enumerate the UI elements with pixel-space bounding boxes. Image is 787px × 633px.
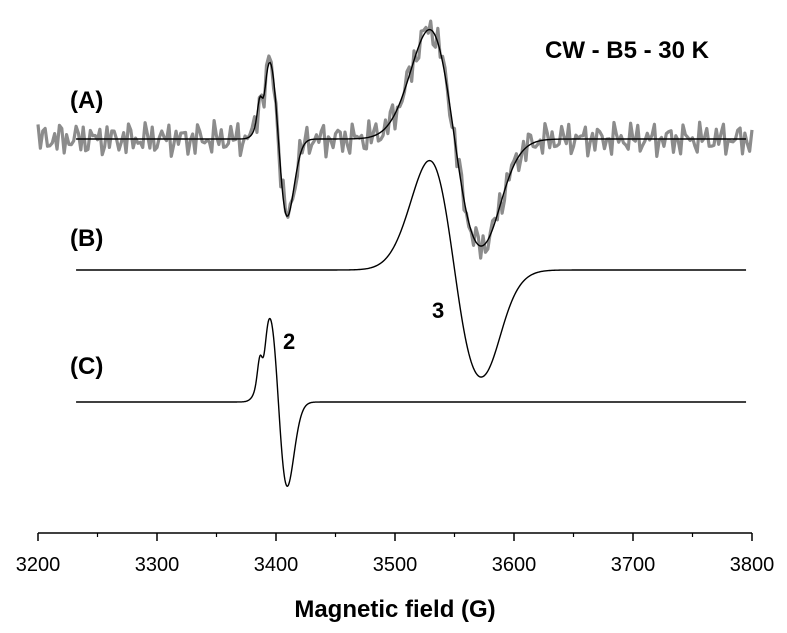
trace-c-simulation	[75, 317, 747, 487]
x-tick-label: 3600	[492, 554, 537, 576]
trace-label-c: (C)	[70, 353, 103, 380]
peak-label-3: 3	[432, 298, 444, 323]
x-tick-label: 3500	[373, 554, 418, 576]
x-tick-label: 3400	[254, 554, 299, 576]
chart-title: CW - B5 - 30 K	[545, 37, 710, 64]
plot-area	[36, 19, 754, 487]
peak-label-2: 2	[283, 329, 295, 354]
trace-label-b: (B)	[70, 225, 103, 252]
x-tick-label: 3800	[730, 554, 775, 576]
x-tick-label: 3700	[611, 554, 656, 576]
trace-label-a: (A)	[70, 87, 103, 114]
x-axis-ticks: 3200 3300 3400 3500 3600 3700 3800	[16, 533, 775, 576]
x-tick-label: 3300	[135, 554, 180, 576]
x-tick-label: 3200	[16, 554, 61, 576]
trace-b-simulation	[76, 159, 747, 378]
x-axis-label: Magnetic field (G)	[294, 596, 495, 623]
trace-a-simulation	[76, 28, 747, 247]
